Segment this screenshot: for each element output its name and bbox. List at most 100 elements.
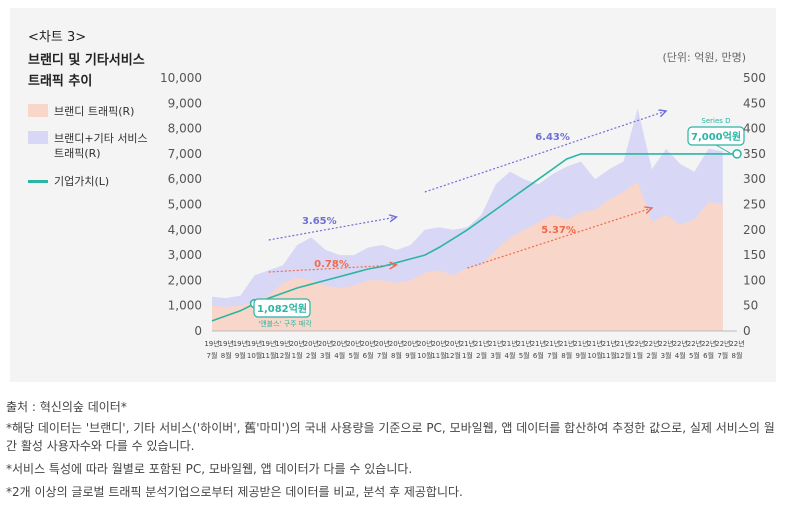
x-tick-month: 2월 xyxy=(306,351,317,360)
x-tick-month: 10월 xyxy=(247,351,262,360)
x-tick-year: 22년 xyxy=(729,339,744,348)
left-axis-tick: 1,000 xyxy=(168,299,202,313)
x-tick-month: 2월 xyxy=(476,351,487,360)
x-tick-month: 12월 xyxy=(446,351,461,360)
legend-label-total: 브랜디+기타 서비스 트래픽(R) xyxy=(54,132,148,160)
series-line-value xyxy=(211,153,737,322)
x-tick-year: 21년 xyxy=(559,339,574,348)
growth-arrow-2 xyxy=(424,111,666,193)
x-tick-month: 7월 xyxy=(207,351,218,360)
x-tick-year: 20년 xyxy=(360,339,375,348)
left-axis-tick: 8,000 xyxy=(168,122,202,136)
x-tick-year: 20년 xyxy=(417,339,432,348)
x-tick-year: 21년 xyxy=(516,339,531,348)
x-tick-year: 22년 xyxy=(644,339,659,348)
x-tick-month: 7월 xyxy=(547,351,558,360)
left-axis-tick: 0 xyxy=(194,324,202,338)
x-tick-year: 20년 xyxy=(375,339,390,348)
legend-label-value: 기업가치(L) xyxy=(54,175,110,188)
right-axis-tick: 350 xyxy=(743,147,766,161)
legend-swatch-value xyxy=(28,180,48,183)
x-tick-month: 8월 xyxy=(732,351,743,360)
x-tick-month: 2월 xyxy=(646,351,657,360)
x-tick-month: 9월 xyxy=(235,351,246,360)
legend-swatch-total xyxy=(28,131,48,144)
x-tick-month: 9월 xyxy=(575,351,586,360)
right-axis-tick: 500 xyxy=(743,71,766,85)
x-tick-month: 5월 xyxy=(519,351,530,360)
right-axis-tick: 250 xyxy=(743,198,766,212)
traffic-chart: 0 1,000 2,000 3,000 4,000 5,000 6,000 7,000 8,00… xyxy=(160,71,766,360)
x-tick-year: 19년 xyxy=(247,339,262,348)
right-axis-tick: 50 xyxy=(743,299,758,313)
x-tick-month: 11월 xyxy=(261,351,276,360)
x-tick-month: 6월 xyxy=(533,351,544,360)
x-tick-year: 21년 xyxy=(602,339,617,348)
x-tick-month: 6월 xyxy=(703,351,714,360)
x-tick-year: 20년 xyxy=(431,339,446,348)
x-tick-month: 3월 xyxy=(661,351,672,360)
growth-arrow-4-label: 5.37% xyxy=(541,225,576,236)
x-tick-year: 21년 xyxy=(488,339,503,348)
x-tick-month: 1월 xyxy=(632,351,643,360)
x-tick-year: 20년 xyxy=(403,339,418,348)
callout-box-1082 xyxy=(253,298,311,318)
growth-arrow-3 xyxy=(268,265,397,273)
left-axis-tick: 5,000 xyxy=(168,198,202,212)
x-tick-year: 21년 xyxy=(502,339,517,348)
x-tick-year: 21년 xyxy=(573,339,588,348)
callout-marker-7000 xyxy=(732,149,742,159)
left-axis-tick: 10,000 xyxy=(160,71,202,85)
source-note: 출처 : 혁신의숲 데이터* xyxy=(6,400,127,414)
growth-arrow-2-label: 6.43% xyxy=(535,132,570,143)
x-tick-year: 21년 xyxy=(545,339,560,348)
left-axis-tick: 3,000 xyxy=(168,248,202,262)
x-tick-year: 22년 xyxy=(658,339,673,348)
callout-text-7000: 7,000억원 xyxy=(691,130,741,143)
x-tick-month: 12월 xyxy=(275,351,290,360)
x-tick-year: 20년 xyxy=(304,339,319,348)
x-tick-year: 20년 xyxy=(332,339,347,348)
x-tick-month: 12월 xyxy=(616,351,631,360)
x-tick-year: 21년 xyxy=(616,339,631,348)
x-tick-month: 8월 xyxy=(221,351,232,360)
chart-title-line2: 트래픽 추이 xyxy=(28,74,93,89)
footnote-2: *서비스 특성에 따라 월별로 포함된 PC, 모바일웹, 앱 데이터가 다를 … xyxy=(6,462,413,476)
x-tick-year: 19년 xyxy=(204,339,219,348)
callout-text-1082: 1,082억원 xyxy=(257,302,307,315)
x-tick-month: 4월 xyxy=(675,351,686,360)
x-tick-year: 22년 xyxy=(715,339,730,348)
right-axis-tick: 0 xyxy=(743,324,751,338)
x-tick-year: 22년 xyxy=(701,339,716,348)
x-tick-month: 4월 xyxy=(334,351,345,360)
right-axis-tick: 100 xyxy=(743,273,766,287)
growth-arrow-1-label: 3.65% xyxy=(302,216,337,227)
right-axis-tick: 200 xyxy=(743,223,766,237)
legend-swatch-brandy xyxy=(28,104,48,117)
right-axis-tick: 450 xyxy=(743,96,766,110)
x-tick-month: 1월 xyxy=(292,351,303,360)
growth-arrow-4 xyxy=(467,208,651,269)
callout-sub-7000: Series D xyxy=(701,117,730,125)
x-tick-year: 21년 xyxy=(474,339,489,348)
legend-label-brandy: 브랜디 트래픽(R) xyxy=(54,105,135,118)
x-tick-year: 22년 xyxy=(630,339,645,348)
x-tick-year: 20년 xyxy=(389,339,404,348)
left-axis-tick: 4,000 xyxy=(168,223,202,237)
chart-title-line1: 브랜디 및 기타서비스 xyxy=(28,53,145,68)
x-tick-month: 5월 xyxy=(689,351,700,360)
unit-label: (단위: 억원, 만명) xyxy=(662,51,747,64)
x-tick-month: 11월 xyxy=(431,351,446,360)
growth-arrow-3-label: 0.78% xyxy=(314,259,349,270)
x-tick-year: 19년 xyxy=(261,339,276,348)
x-tick-month: 11월 xyxy=(602,351,617,360)
x-tick-year: 21년 xyxy=(460,339,475,348)
x-tick-month: 7월 xyxy=(717,351,728,360)
x-tick-year: 21년 xyxy=(531,339,546,348)
right-axis-tick: 300 xyxy=(743,172,766,186)
x-tick-month: 1월 xyxy=(462,351,473,360)
x-tick-month: 7월 xyxy=(377,351,388,360)
x-tick-month: 3월 xyxy=(490,351,501,360)
x-tick-month: 10월 xyxy=(417,351,432,360)
x-tick-year: 19년 xyxy=(219,339,234,348)
